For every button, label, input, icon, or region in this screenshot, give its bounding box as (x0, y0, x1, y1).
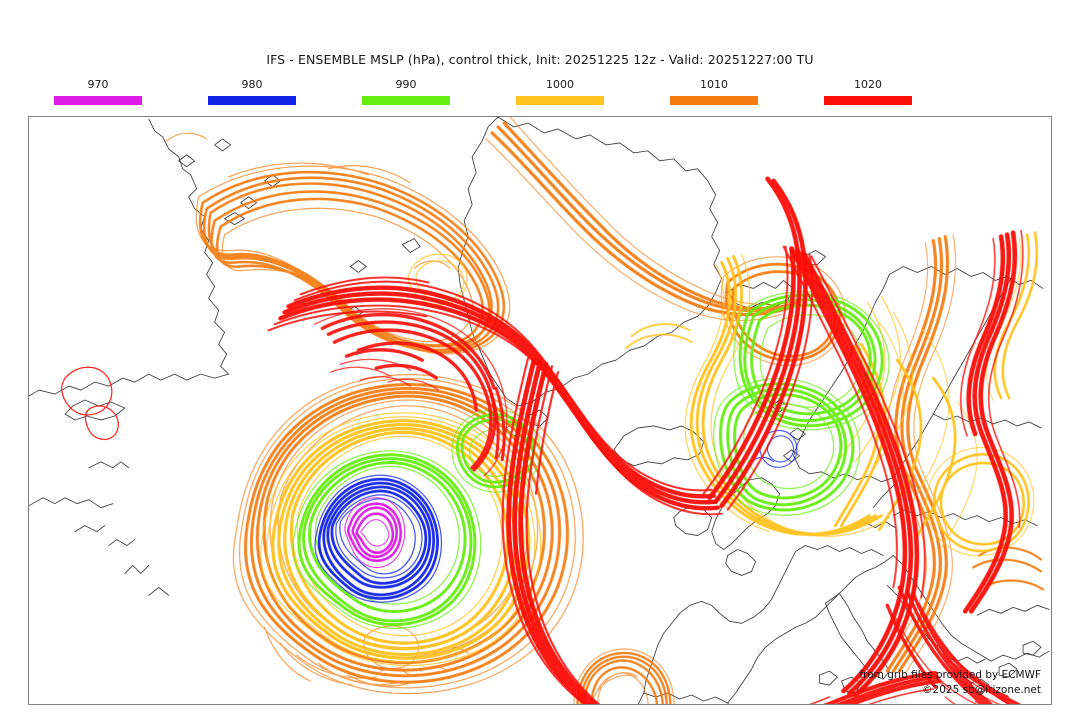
legend-swatch-990 (362, 96, 450, 105)
contour-plot (29, 117, 1050, 704)
contour-980-layer (314, 429, 798, 603)
legend-entry-1010: 1010 (644, 78, 784, 105)
legend-entry-1000: 1000 (490, 78, 630, 105)
legend-swatch-1010 (670, 96, 758, 105)
legend-entry-1020: 1020 (798, 78, 938, 105)
legend-label-1000: 1000 (546, 78, 574, 91)
map-canvas: from grib files provided by ECMWF ©2025 … (28, 116, 1052, 705)
contour-1010-layer (166, 117, 1045, 704)
page-title: IFS - ENSEMBLE MSLP (hPa), control thick… (266, 52, 814, 67)
legend-entry-990: 990 (336, 78, 476, 105)
legend-swatch-1000 (516, 96, 604, 105)
contour-1020-layer (61, 176, 1024, 704)
legend-label-970: 970 (87, 78, 109, 91)
contour-970-layer (344, 497, 406, 569)
legend-entry-970: 970 (28, 78, 168, 105)
legend-label-1010: 1010 (700, 78, 728, 91)
pressure-legend: 970 980 990 1000 1010 1020 (28, 78, 1052, 110)
legend-label-990: 990 (395, 78, 417, 91)
legend-label-1020: 1020 (854, 78, 882, 91)
legend-entry-980: 980 (182, 78, 322, 105)
legend-swatch-980 (208, 96, 296, 105)
legend-swatch-970 (54, 96, 142, 105)
legend-label-980: 980 (241, 78, 263, 91)
legend-swatch-1020 (824, 96, 912, 105)
